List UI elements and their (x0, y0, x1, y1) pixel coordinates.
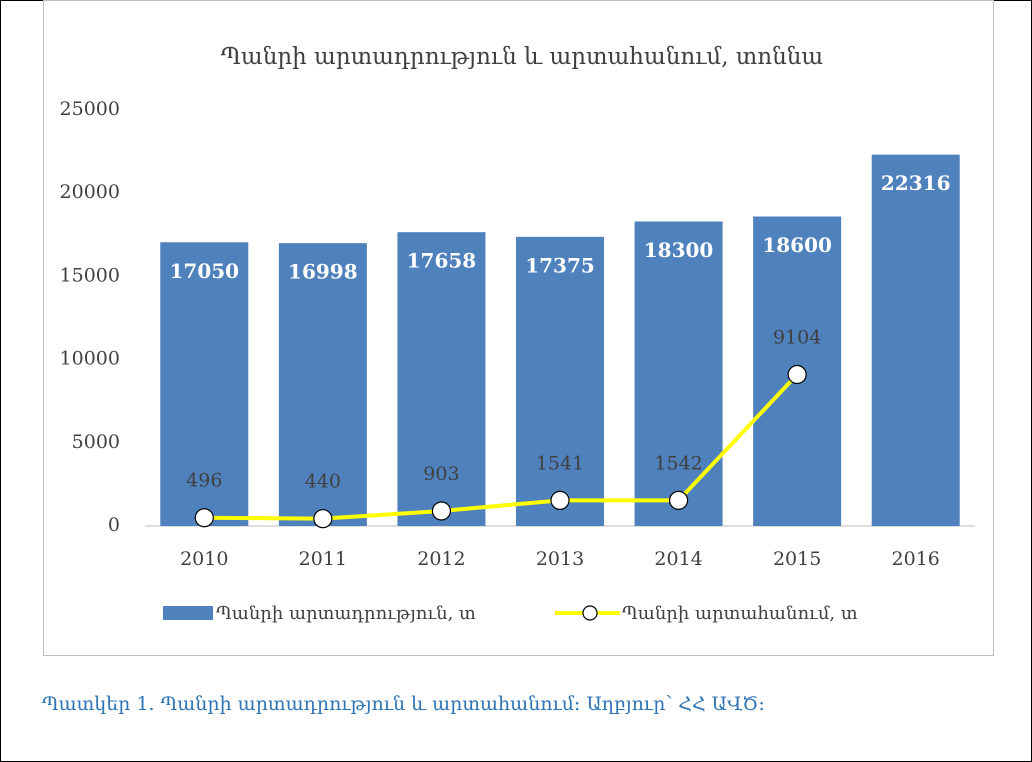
bar (278, 243, 367, 527)
y-tick-label: 0 (108, 514, 120, 536)
line (204, 373, 799, 521)
chart-title: Պանրի արտադրություն և արտահանում, տոննա (221, 44, 823, 70)
line-value-label: 496 (186, 470, 222, 492)
line-value-label: 9104 (773, 327, 821, 349)
y-tick-label: 10000 (60, 348, 120, 370)
x-tick-label: 2011 (299, 548, 347, 570)
line-value-label: 1541 (536, 452, 584, 474)
bar-value-label: 16998 (288, 260, 358, 284)
y-tick-label: 20000 (60, 181, 120, 203)
y-tick-label: 5000 (72, 431, 120, 453)
line-marker (550, 490, 570, 510)
bar-value-label: 17658 (407, 249, 477, 273)
line-value-label: 1542 (654, 452, 702, 474)
line-marker (313, 509, 333, 529)
y-tick-label: 25000 (60, 98, 120, 120)
line-marker (668, 490, 689, 510)
line-marker (431, 501, 452, 521)
x-tick-label: 2010 (180, 548, 228, 570)
y-tick-label: 15000 (60, 264, 120, 286)
x-tick-label: 2012 (417, 548, 465, 570)
bar-value-label: 18600 (762, 233, 832, 257)
legend-swatch (163, 606, 213, 620)
bar (397, 232, 486, 526)
bar-value-label: 22316 (881, 171, 951, 195)
line-value-label: 440 (305, 471, 341, 493)
line-marker (787, 364, 807, 385)
bar (516, 236, 604, 526)
x-tick-label: 2013 (536, 548, 584, 570)
bar-value-label: 18300 (644, 238, 714, 262)
line-value-label: 903 (423, 463, 459, 485)
caption: Պատկեր 1. Պանրի արտադրություն և արտահանո… (42, 693, 765, 715)
legend-label: Պանրի արտահանում, տ (622, 603, 858, 624)
x-tick-label: 2015 (773, 548, 821, 570)
bar-value-label: 17050 (169, 259, 239, 283)
legend-label: Պանրի արտադրություն, տ (216, 603, 476, 624)
bar (160, 242, 249, 526)
x-tick-label: 2014 (654, 548, 702, 570)
bar (634, 221, 723, 526)
x-tick-label: 2016 (892, 548, 940, 570)
line-marker (194, 508, 214, 528)
bar-value-label: 17375 (525, 253, 595, 277)
bar (871, 154, 960, 527)
legend-marker (582, 605, 598, 621)
